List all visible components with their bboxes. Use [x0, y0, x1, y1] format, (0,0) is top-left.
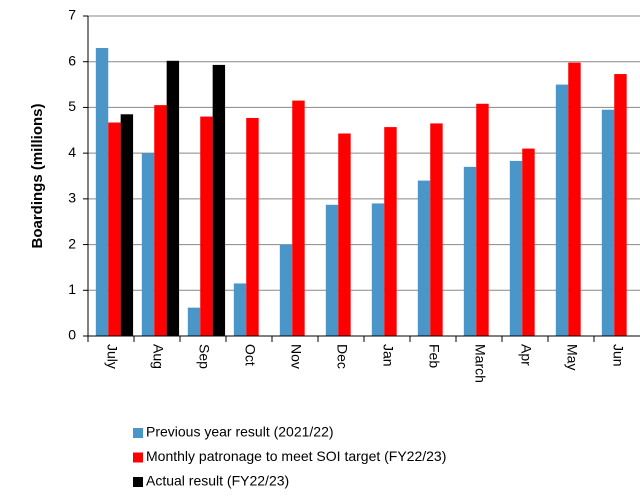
bar	[200, 116, 213, 336]
bar	[246, 117, 259, 336]
legend-label: Previous year result (2021/22)	[146, 424, 334, 440]
bar	[338, 133, 351, 336]
y-tick-label: 6	[68, 52, 76, 68]
bar	[187, 307, 201, 336]
bar	[166, 60, 180, 337]
y-tick-label: 3	[68, 190, 76, 206]
x-tick-label: May	[564, 344, 580, 370]
legend-label: Monthly patronage to meet SOI target (FY…	[146, 448, 446, 464]
bar	[476, 103, 489, 337]
bar	[279, 244, 293, 336]
bar	[430, 123, 443, 336]
x-tick-label: March	[472, 344, 488, 383]
x-tick-label: Jun	[610, 344, 626, 367]
bar	[325, 204, 339, 336]
legend-swatch	[133, 477, 143, 487]
y-axis-label: Boardings (millions)	[29, 103, 46, 248]
bar	[120, 114, 134, 337]
legend-swatch	[133, 428, 143, 438]
legend-label: Actual result (FY22/23)	[146, 473, 289, 489]
bar	[463, 166, 477, 336]
bar	[95, 48, 109, 336]
bar	[141, 153, 155, 336]
x-tick-label: Dec	[334, 344, 350, 369]
bar	[555, 84, 569, 336]
x-tick-label: Jan	[380, 344, 396, 367]
y-tick-label: 2	[68, 235, 76, 251]
bar	[371, 203, 385, 336]
x-tick-label: Apr	[518, 344, 534, 366]
y-tick-label: 1	[68, 281, 76, 297]
bar	[212, 64, 226, 337]
x-tick-label: Feb	[426, 344, 442, 368]
bar	[522, 148, 535, 336]
bar	[417, 180, 431, 336]
bar	[384, 127, 397, 336]
bar	[233, 283, 247, 336]
bar	[509, 160, 523, 336]
x-tick-label: Oct	[242, 344, 258, 366]
y-tick-label: 4	[68, 144, 76, 160]
bar	[292, 100, 305, 336]
x-tick-label: Aug	[150, 344, 166, 369]
bar	[154, 105, 167, 337]
legend-swatch	[133, 452, 143, 463]
y-tick-label: 0	[68, 327, 76, 343]
y-tick-label: 5	[68, 98, 76, 114]
bar	[601, 109, 615, 336]
bar	[568, 62, 581, 336]
x-tick-label: Sep	[196, 344, 212, 369]
x-tick-label: July	[104, 344, 120, 369]
y-tick-label: 7	[68, 7, 76, 23]
bar	[108, 122, 121, 336]
bar	[614, 74, 627, 337]
x-tick-label: Nov	[288, 344, 304, 369]
